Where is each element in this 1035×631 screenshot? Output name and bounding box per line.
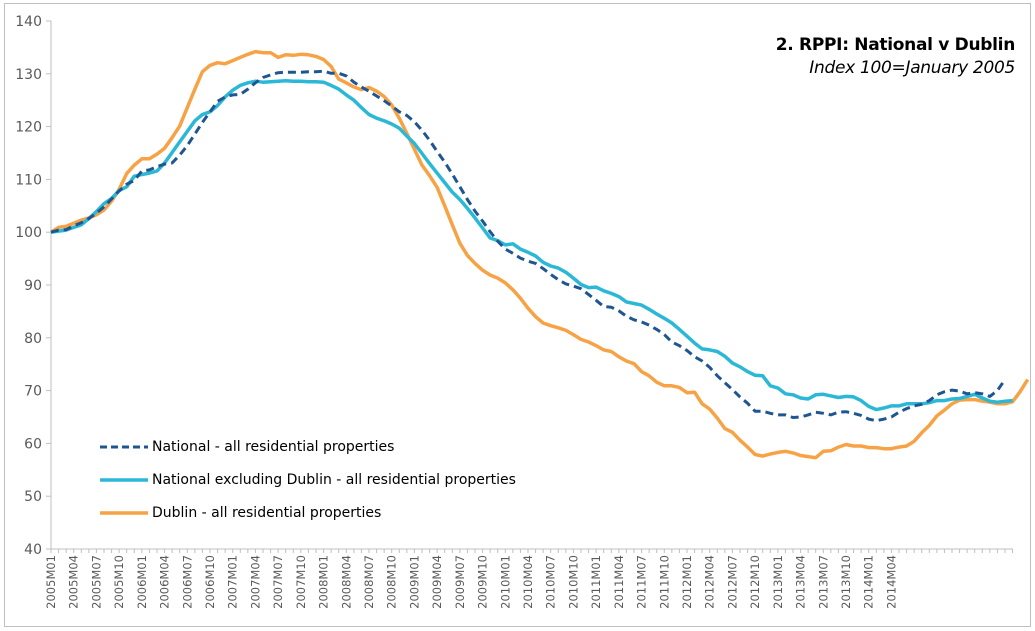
x-tick-label: 2007M04	[248, 555, 262, 609]
chart-title: 2. RPPI: National v Dublin	[775, 35, 1016, 55]
x-tick-label: 2013M10	[839, 555, 853, 609]
y-tick-label: 100	[15, 225, 42, 241]
x-tick-label: 2005M10	[112, 555, 126, 609]
x-tick-label: 2014M01	[862, 555, 876, 609]
legend-label: National excluding Dublin - all resident…	[152, 471, 516, 488]
x-tick-label: 2012M04	[703, 555, 717, 609]
series-line-dublin	[50, 49, 1030, 460]
x-tick-label: 2012M10	[748, 555, 762, 609]
y-tick-label: 60	[24, 436, 42, 452]
legend-item-dublin: Dublin - all residential properties	[100, 496, 516, 529]
x-tick-label: 2009M07	[453, 555, 467, 609]
y-tick-label: 50	[24, 489, 42, 505]
x-tick-label: 2006M07	[180, 555, 194, 609]
chart-subtitle: Index 100=January 2005	[809, 58, 1015, 78]
x-tick-label: 2008M04	[339, 555, 353, 609]
x-tick-label: 2011M07	[635, 555, 649, 609]
x-tick-label: 2012M01	[680, 555, 694, 609]
x-tick-label: 2008M01	[317, 555, 331, 609]
x-tick-label: 2005M04	[67, 555, 81, 609]
x-tick-label: 2006M04	[158, 555, 172, 609]
x-tick-label: 2010M10	[566, 555, 580, 609]
series-line-national	[50, 69, 1007, 423]
x-tick-label: 2005M01	[44, 555, 58, 609]
x-tick-label: 2009M10	[476, 555, 490, 609]
x-tick-label: 2009M01	[407, 555, 421, 609]
y-tick-label: 40	[24, 542, 42, 558]
y-tick-label: 110	[15, 172, 42, 188]
y-tick-label: 90	[24, 278, 42, 294]
y-tick-label: 130	[15, 67, 42, 83]
y-axis: 40 50 60 70 80 90 100 110 120 130 140	[15, 14, 52, 558]
legend-swatch-national	[100, 445, 148, 448]
x-tick-label: 2011M10	[657, 555, 671, 609]
x-tick-label: 2009M04	[430, 555, 444, 609]
legend-label: National - all residential properties	[152, 438, 395, 455]
x-tick-label: 2006M01	[135, 555, 149, 609]
legend-swatch-national-excl-dublin	[100, 477, 148, 482]
legend-swatch-dublin	[100, 510, 148, 515]
chart-frame	[4, 3, 1031, 627]
y-tick-label: 120	[15, 120, 42, 136]
x-tick-label: 2011M01	[589, 555, 603, 609]
x-tick-label: 2010M01	[498, 555, 512, 609]
x-tick-label: 2007M10	[294, 555, 308, 609]
y-tick-label: 80	[24, 331, 42, 347]
legend-item-national: National - all residential properties	[100, 430, 516, 463]
series-line-national-excl-dublin	[50, 78, 1013, 412]
x-tick-label: 2008M07	[362, 555, 376, 609]
x-axis: 2005M01 2005M04 2005M07 2005M10 2006M01 2006M…	[44, 548, 1014, 609]
x-tick-label: 2008M10	[385, 555, 399, 609]
x-tick-label: 2006M10	[203, 555, 217, 609]
y-tick-label: 70	[24, 384, 42, 400]
x-tick-label: 2014M04	[884, 555, 898, 609]
x-tick-label: 2007M01	[226, 555, 240, 609]
legend-label: Dublin - all residential properties	[152, 504, 382, 521]
x-tick-label: 2012M07	[725, 555, 739, 609]
x-tick-label: 2013M07	[816, 555, 830, 609]
x-tick-label: 2011M04	[612, 555, 626, 609]
x-tick-label: 2013M01	[771, 555, 785, 609]
x-tick-label: 2007M07	[271, 555, 285, 609]
y-tick-label: 140	[15, 14, 42, 30]
legend-item-national-excl-dublin: National excluding Dublin - all resident…	[100, 463, 516, 496]
x-tick-label: 2005M07	[89, 555, 103, 609]
x-tick-label: 2013M04	[794, 555, 808, 609]
chart-title-block: 2. RPPI: National v Dublin Index 100=Jan…	[775, 35, 1016, 78]
series-lines	[50, 49, 1030, 460]
x-tick-label: 2010M04	[521, 555, 535, 609]
x-tick-label: 2010M07	[544, 555, 558, 609]
legend: National - all residential properties Na…	[100, 430, 516, 529]
